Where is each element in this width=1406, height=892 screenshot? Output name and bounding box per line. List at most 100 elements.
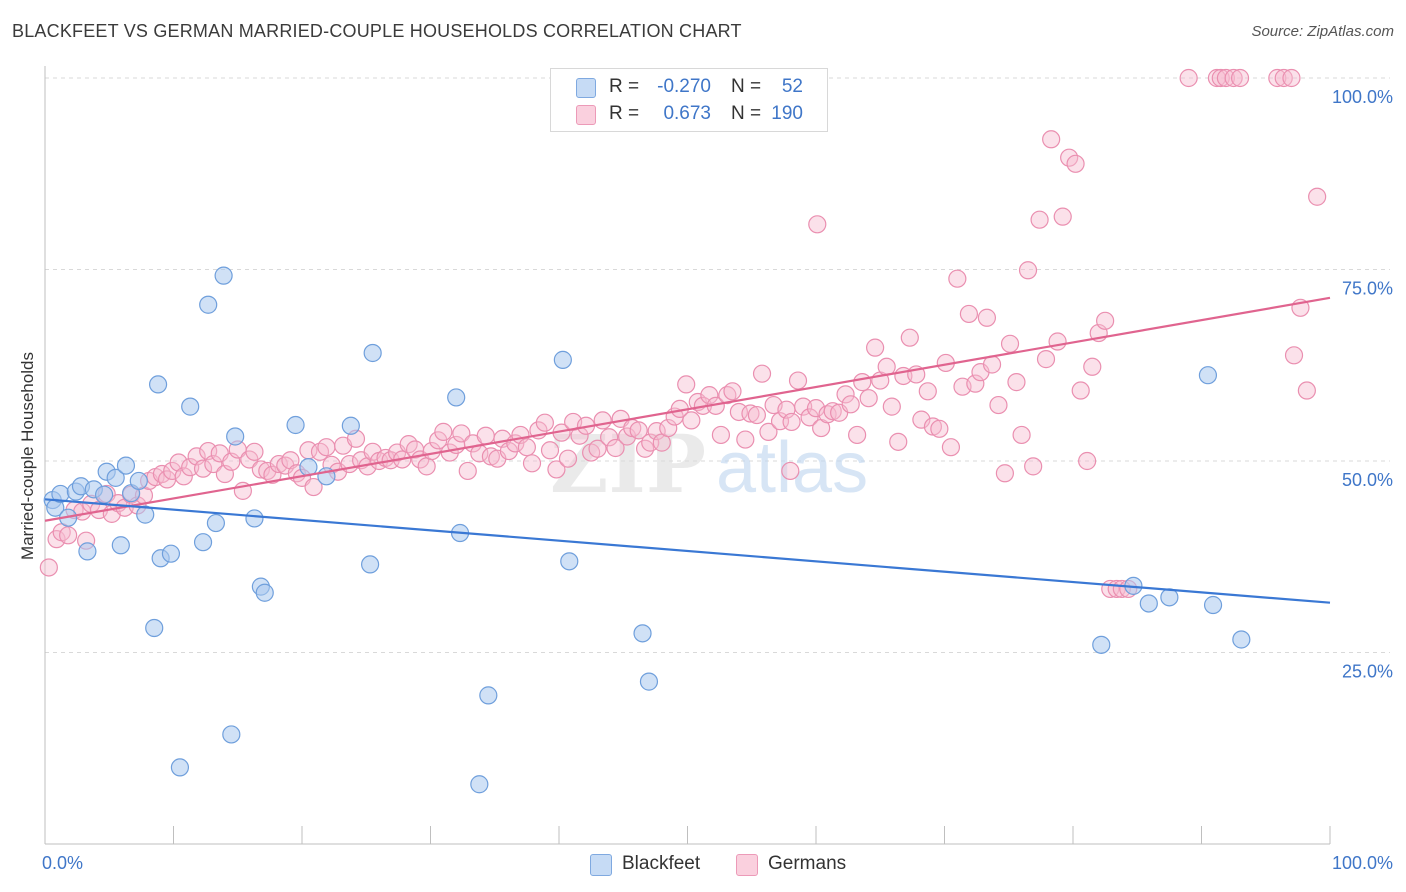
data-point-germans — [310, 442, 330, 461]
data-point-germans — [700, 386, 719, 405]
data-point-blackfeet — [363, 343, 382, 363]
data-point-blackfeet — [560, 552, 579, 571]
data-point-germans — [1036, 350, 1056, 369]
data-point-germans — [39, 558, 58, 577]
data-point-germans — [1284, 346, 1304, 365]
series-blackfeet — [43, 266, 1251, 794]
data-point-germans — [788, 371, 808, 390]
y-tick-label: 50.0% — [1342, 470, 1393, 490]
data-point-germans — [930, 419, 949, 438]
data-point-germans — [1230, 68, 1250, 88]
legend-row-germans: R = 0.673 N = 190 — [551, 101, 827, 127]
axes — [44, 66, 1331, 845]
data-point-blackfeet — [1092, 635, 1111, 654]
watermark: ZIP atlas — [550, 417, 868, 511]
data-point-germans — [989, 395, 1008, 415]
data-point-blackfeet — [78, 542, 97, 561]
legend-n-label: N = — [731, 76, 762, 97]
data-point-germans — [588, 439, 607, 458]
y-tick-label: 75.0% — [1342, 279, 1393, 299]
data-point-germans — [977, 308, 997, 327]
data-point-germans — [659, 418, 678, 438]
data-point-germans — [558, 449, 578, 468]
data-point-germans — [1042, 130, 1061, 149]
data-point-germans — [434, 422, 453, 441]
data-point-blackfeet — [1203, 595, 1223, 615]
bottom-swatch-blackfeet — [590, 854, 612, 876]
x-tick-labels: 0.0% 100.0% — [42, 853, 1393, 873]
data-point-germans — [747, 405, 766, 425]
data-point-blackfeet — [206, 513, 226, 533]
data-point-germans — [245, 442, 264, 461]
legend-row-blackfeet: R = -0.270 N = 52 — [551, 74, 827, 100]
watermark-atlas: atlas — [716, 428, 868, 508]
data-point-germans — [711, 425, 731, 445]
data-point-germans — [600, 428, 619, 447]
data-point-germans — [1078, 451, 1097, 471]
y-tick-label: 100.0% — [1332, 87, 1393, 107]
source-label: Source: ZipAtlas.com — [1251, 23, 1394, 40]
data-point-blackfeet — [222, 725, 241, 744]
data-point-germans — [204, 454, 223, 474]
watermark-zip: ZIP — [550, 417, 706, 511]
data-point-germans — [741, 404, 760, 423]
data-point-germans — [1007, 373, 1026, 392]
bottom-legend-label: Germans — [768, 853, 847, 874]
data-point-germans — [169, 453, 188, 472]
data-point-germans — [948, 269, 967, 288]
trend-line-blackfeet — [44, 498, 1331, 604]
legend-r-value: -0.270 — [657, 76, 711, 97]
data-point-germans — [723, 382, 742, 401]
legend-swatch-germans — [576, 105, 596, 125]
data-point-germans — [476, 426, 495, 445]
data-point-germans — [1282, 68, 1301, 88]
data-point-blackfeet — [226, 427, 245, 446]
data-point-blackfeet — [255, 583, 274, 602]
data-point-blackfeet — [1139, 594, 1158, 613]
bottom-legend-label: Blackfeet — [622, 853, 701, 874]
data-point-germans — [736, 430, 755, 449]
data-point-blackfeet — [245, 509, 264, 528]
data-point-germans — [1048, 332, 1067, 351]
data-point-germans — [912, 410, 931, 429]
data-point-blackfeet — [161, 544, 181, 563]
data-point-germans — [1018, 261, 1038, 280]
data-point-germans — [1066, 154, 1085, 173]
legend-r-label: R = — [609, 103, 640, 124]
legend-r-value: 0.673 — [663, 103, 711, 124]
trend-line-germans — [44, 296, 1331, 522]
trend-lines — [44, 296, 1331, 604]
y-tick-label: 25.0% — [1342, 662, 1393, 682]
data-point-germans — [818, 405, 837, 424]
legend-n-value: 52 — [781, 76, 803, 97]
data-point-germans — [918, 382, 937, 401]
data-point-germans — [59, 526, 78, 545]
data-point-germans — [304, 477, 323, 497]
data-point-germans — [800, 408, 819, 427]
data-point-germans — [152, 464, 172, 484]
data-point-blackfeet — [148, 375, 168, 394]
legend-r-label: R = — [609, 76, 640, 97]
data-point-blackfeet — [639, 672, 659, 691]
data-point-germans — [593, 411, 612, 430]
data-point-germans — [1297, 381, 1316, 400]
y-tick-labels: 25.0% 50.0% 75.0% 100.0% — [1332, 87, 1393, 682]
data-point-germans — [1216, 68, 1236, 88]
data-point-germans — [522, 454, 542, 473]
data-point-blackfeet — [1160, 588, 1179, 607]
data-point-germans — [263, 465, 282, 484]
x-tick-label: 0.0% — [42, 853, 83, 873]
x-tick-label: 100.0% — [1332, 853, 1393, 873]
data-point-germans — [606, 438, 625, 458]
data-point-germans — [547, 460, 566, 479]
data-point-germans — [647, 422, 666, 441]
data-point-germans — [889, 432, 908, 451]
data-point-germans — [836, 385, 855, 404]
data-point-blackfeet — [447, 388, 466, 407]
data-point-blackfeet — [1232, 630, 1251, 649]
data-point-germans — [269, 454, 288, 474]
data-point-germans — [1211, 68, 1230, 88]
data-point-germans — [517, 438, 536, 457]
data-point-germans — [629, 421, 648, 440]
